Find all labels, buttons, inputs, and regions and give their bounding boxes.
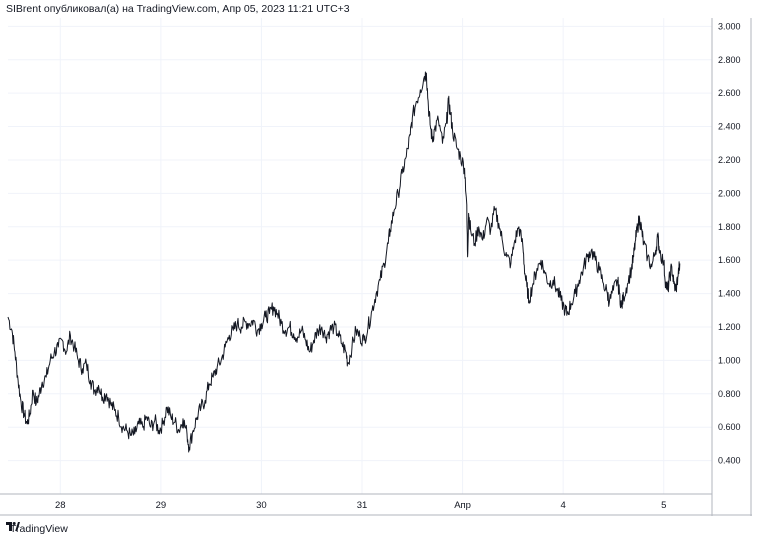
x-tick-label: 28 xyxy=(55,500,66,511)
y-tick-label: 1.400 xyxy=(718,289,741,299)
axis-layer xyxy=(0,18,752,516)
y-tick-label: 3.000 xyxy=(718,21,741,31)
y-tick-label: 1.600 xyxy=(718,255,741,265)
price-series-line xyxy=(7,71,681,453)
footer-brand[interactable]: TradingView xyxy=(6,522,68,536)
x-tick-label: Апр xyxy=(454,500,471,511)
x-tick-label: 29 xyxy=(156,500,167,511)
x-axis-ticks: 28 29 30 31 Апр 4 5 xyxy=(55,500,666,511)
brand-name: TradingView xyxy=(10,523,68,535)
publisher-header: SIBrent опубликовал(а) на TradingView.co… xyxy=(6,3,350,15)
y-tick-label: 1.800 xyxy=(718,222,741,232)
chart-svg[interactable]: 3.000 2.800 2.600 2.400 2.200 2.000 1.800 1.600… xyxy=(0,18,752,516)
x-tick-label: 5 xyxy=(661,500,666,511)
y-tick-label: 0.600 xyxy=(718,422,741,432)
y-tick-label: 0.800 xyxy=(718,389,741,399)
y-tick-label: 2.200 xyxy=(718,155,741,165)
x-tick-label: 31 xyxy=(357,500,368,511)
price-chart[interactable]: 3.000 2.800 2.600 2.400 2.200 2.000 1.800 1.600… xyxy=(0,18,752,516)
y-tick-label: 1.200 xyxy=(718,322,741,332)
y-tick-label: 0.400 xyxy=(718,456,741,466)
y-tick-label: 2.000 xyxy=(718,188,741,198)
x-tick-label: 4 xyxy=(561,500,566,511)
x-tick-label: 30 xyxy=(256,500,267,511)
y-axis-ticks: 3.000 2.800 2.600 2.400 2.200 2.000 1.800 1.600… xyxy=(718,21,741,465)
y-tick-label: 2.600 xyxy=(718,88,741,98)
y-tick-label: 1.000 xyxy=(718,355,741,365)
grid-layer xyxy=(8,18,712,494)
y-tick-label: 2.800 xyxy=(718,55,741,65)
y-tick-label: 2.400 xyxy=(718,122,741,132)
series-layer xyxy=(7,71,681,453)
